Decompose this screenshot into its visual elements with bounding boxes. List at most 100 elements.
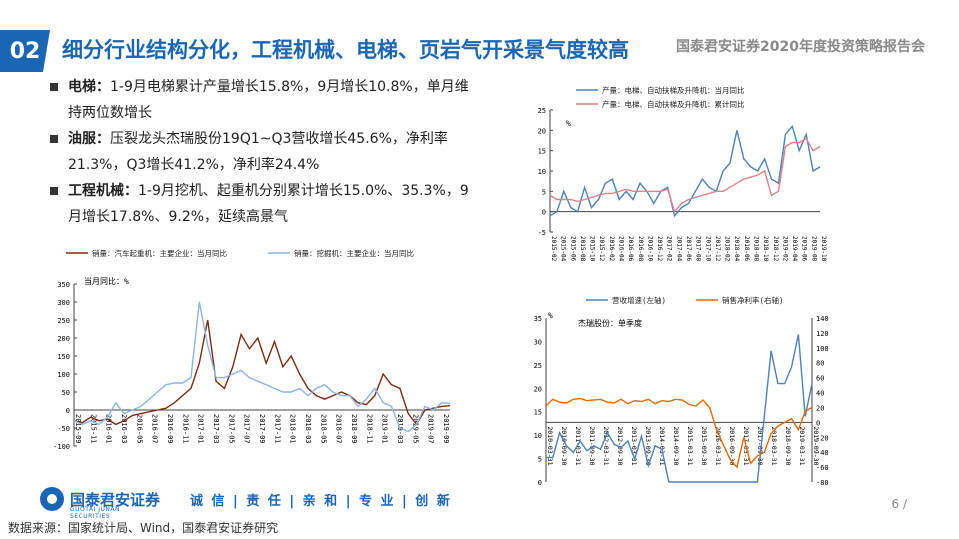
y-axis-label: % — [548, 311, 553, 320]
x-tick-label: 2016-05 — [135, 414, 143, 444]
series-line-0 — [73, 319, 451, 426]
bullet-square-icon — [50, 187, 58, 195]
x-tick-label: 2018-08 — [753, 236, 760, 262]
y-tick-label: 10 — [538, 168, 546, 176]
y-tick-label: 0 — [542, 209, 546, 217]
elevator-chart-svg: -5 0 5 10 15 20 25% 2015-02 2015-04 2015-06 2015-0… — [538, 85, 827, 262]
x-tick-label: 2018-12 — [772, 236, 779, 262]
y-right-tick-label: 140 — [816, 315, 829, 323]
chart-annotation: 杰瑞股份：单季度 — [578, 318, 642, 328]
bullet-head: 电梯： — [68, 79, 110, 95]
x-tick-label: 2016-09 — [166, 414, 174, 444]
x-tick-label: 2015-08 — [579, 236, 586, 262]
legend-item-1-label: 产量：电梯、自动扶梯及升降机：累计同比 — [602, 99, 745, 109]
y-tick-label: -50 — [57, 425, 70, 433]
x-tick-label: 2017-06 — [685, 236, 692, 262]
y-left-tick-label: 10 — [534, 432, 542, 440]
x-tick-label: 2013-03-31 — [630, 426, 638, 465]
y-axis-label: % — [566, 119, 571, 128]
x-tick-label: 2016-07 — [151, 414, 159, 444]
x-tick-label: 2018-07 — [335, 414, 343, 444]
bullet-machinery: 工程机械：1-9月挖机、起重机分别累计增长15.0%、35.3%，9月增长17.… — [50, 178, 470, 230]
y-left-tick-label: 15 — [534, 409, 542, 417]
y-tick-label: 0 — [66, 407, 70, 415]
logo-mark-icon — [40, 487, 64, 511]
y-right-tick-label: -40 — [816, 449, 829, 457]
x-tick-label: 2016-10 — [646, 236, 653, 262]
legend-item-0-label: 营收增速(左轴) — [612, 295, 666, 305]
y-right-tick-label: 40 — [816, 390, 824, 398]
x-tick-label: 2019-01 — [381, 414, 389, 444]
x-tick-label: 2016-02 — [608, 236, 615, 262]
x-tick-label: 2016-06 — [627, 236, 634, 262]
page-number: 6 / — [891, 497, 908, 511]
bullet-head: 油服： — [68, 131, 110, 147]
legend-item-0-label: 销量：汽车起重机：主要企业：当月同比 — [92, 248, 227, 258]
x-tick-label: 2018-03 — [304, 414, 312, 444]
x-tick-label: 2019-04 — [791, 236, 798, 262]
x-tick-label: 2016-04 — [618, 236, 625, 262]
y-right-tick-label: 0 — [816, 419, 820, 427]
x-tick-label: 2017-09-30 — [756, 426, 764, 465]
x-tick-label: 2017-07 — [243, 414, 251, 444]
x-tick-label: 2017-03 — [212, 414, 220, 444]
x-tick-label: 2010-03-31 — [546, 426, 554, 465]
x-tick-label: 2016-01 — [105, 414, 113, 444]
bullet-text: 1-9月电梯累计产量增长15.8%，9月增长10.8%，单月维持两位数增长 — [68, 79, 469, 121]
machinery-chart-svg: -100 -50 0 50 100 150 200 250 300 350 当月同比：% 2015-0… — [53, 248, 451, 451]
x-tick-label: 2015-11 — [89, 414, 97, 444]
y-left-tick-label: 5 — [538, 456, 542, 464]
x-tick-label: 2016-08 — [637, 236, 644, 262]
x-tick-label: 2012-09-30 — [616, 426, 624, 465]
x-tick-label: 2016-12 — [656, 236, 663, 262]
jereh-chart: 0 5 10 15 20 25 30 35 -80 -60 -40 -20 0 20 40 60 80 100 12… — [526, 288, 850, 488]
series-line-1 — [549, 137, 821, 214]
slide-title: 细分行业结构分化，工程机械、电梯、页岩气开采景气度较高 — [62, 38, 629, 62]
x-tick-label: 2014-09-30 — [672, 426, 680, 465]
x-tick-label: 2018-11 — [365, 414, 373, 444]
y-left-tick-label: 0 — [538, 479, 542, 487]
slogan: 诚 信 | 责 任 | 亲 和 | 专 业 | 创 新 — [190, 494, 452, 509]
x-tick-label: 2017-12 — [714, 236, 721, 262]
x-tick-label: 2017-11 — [273, 414, 281, 444]
jereh-chart-svg: 0 5 10 15 20 25 30 35 -80 -60 -40 -20 0 20 40 60 80 100 12… — [534, 295, 829, 487]
elevator-chart: -5 0 5 10 15 20 25% 2015-02 2015-04 2015-06 2015-0… — [528, 78, 828, 272]
x-tick-label: 2015-10 — [589, 236, 596, 262]
series-line-1 — [73, 301, 451, 433]
bullet-list: 电梯：1-9月电梯累计产量增长15.8%，9月增长10.8%，单月维持两位数增长… — [50, 74, 470, 230]
x-tick-label: 2011-09-30 — [588, 426, 596, 465]
y-tick-label: 5 — [542, 188, 546, 196]
x-tick-label: 2017-05 — [227, 414, 235, 444]
x-tick-label: 2019-10 — [820, 236, 827, 262]
legend-item-0-label: 产量：电梯、自动扶梯及升降机：当月同比 — [602, 85, 745, 95]
x-tick-label: 2018-03-31 — [770, 426, 778, 465]
y-tick-label: 20 — [538, 127, 546, 135]
x-tick-label: 2019-02 — [781, 236, 788, 262]
section-number-badge: 02 — [0, 30, 50, 72]
x-tick-label: 2015-09-30 — [700, 426, 708, 465]
y-tick-label: 250 — [57, 317, 70, 325]
x-tick-label: 2015-06 — [569, 236, 576, 262]
x-tick-label: 2016-03-31 — [714, 426, 722, 465]
x-tick-label: 2012-03-31 — [602, 426, 610, 465]
series-line-1 — [545, 397, 813, 469]
data-source: 数据来源：国家统计局、Wind，国泰君安证券研究 — [8, 521, 279, 535]
legend-item-1-label: 销售净利率(右轴) — [722, 295, 784, 305]
y-right-tick-label: 20 — [816, 404, 824, 412]
bullet-square-icon — [50, 135, 58, 143]
x-tick-label: 2017-08 — [695, 236, 702, 262]
x-tick-label: 2018-02 — [724, 236, 731, 262]
x-tick-label: 2011-03-31 — [574, 426, 582, 465]
y-axis-label: 当月同比：% — [84, 276, 129, 286]
y-tick-label: 200 — [57, 335, 70, 343]
y-right-tick-label: 80 — [816, 360, 824, 368]
x-tick-label: 2018-09 — [350, 414, 358, 444]
bullet-text: 压裂龙头杰瑞股份19Q1~Q3营收增长45.6%，净利率21.3%，Q3增长41… — [68, 131, 448, 173]
y-left-tick-label: 30 — [534, 338, 542, 346]
x-tick-label: 2017-01 — [197, 414, 205, 444]
x-tick-label: 2019-07 — [427, 414, 435, 444]
y-tick-label: 300 — [57, 299, 70, 307]
bullet-oilservice: 油服：压裂龙头杰瑞股份19Q1~Q3营收增长45.6%，净利率21.3%，Q3增… — [50, 126, 470, 178]
y-right-tick-label: -60 — [816, 464, 829, 472]
x-tick-label: 2015-04 — [560, 236, 567, 262]
